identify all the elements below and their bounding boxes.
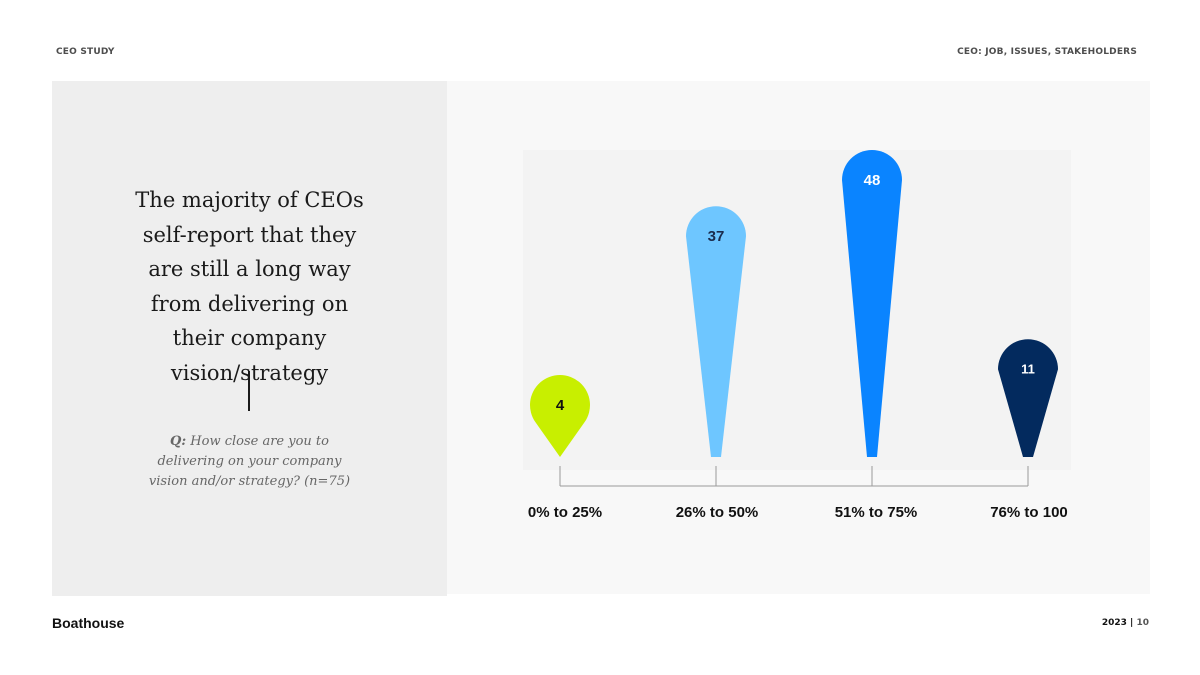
footer-separator: | <box>1130 618 1134 628</box>
headline: The majority of CEOs self-report that th… <box>135 188 364 385</box>
header-section-label: CEO: JOB, ISSUES, STAKEHOLDERS <box>957 47 1137 57</box>
x-tick-label-1: 0% to 25% <box>528 504 602 521</box>
data-label-2: 37 <box>708 228 725 245</box>
left-panel: The majority of CEOs self-report that th… <box>52 81 447 596</box>
bar-2 <box>686 206 746 457</box>
question-text: How close are you to delivering on your … <box>148 434 351 489</box>
bar-3 <box>842 150 902 457</box>
bar-4 <box>998 339 1058 457</box>
data-label-3: 48 <box>864 172 881 189</box>
page-number: 10 <box>1136 618 1149 628</box>
survey-question: Q: How close are you to delivering on yo… <box>137 432 362 492</box>
footer-year: 2023 <box>1101 618 1127 628</box>
x-tick-label-4: 76% to 100 <box>990 504 1068 521</box>
bar-1 <box>530 375 590 457</box>
x-tick-label-3: 51% to 75% <box>835 504 918 521</box>
x-tick-label-2: 26% to 50% <box>676 504 759 521</box>
brand-logo-text: Boathouse <box>52 615 125 631</box>
question-prefix: Q: <box>170 434 187 449</box>
headline-divider <box>248 371 250 411</box>
data-label-1: 4 <box>556 397 565 414</box>
chart-background <box>523 150 1071 470</box>
header-study-label: CEO STUDY <box>56 47 115 57</box>
footer-page-info: 2023 | 10 <box>1102 618 1149 628</box>
data-label-4: 11 <box>1021 362 1035 377</box>
